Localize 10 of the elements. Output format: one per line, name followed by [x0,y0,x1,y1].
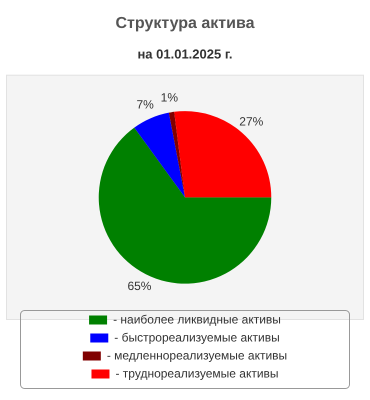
chart-title: Структура актива [116,15,255,32]
legend-label: - наиболее ликвидные активы [113,312,281,326]
legend-label: - быстрореализуемые активы [114,330,280,344]
data-label: 7% [136,98,154,112]
chart-subtitle: на 01.01.2025 г. [137,46,233,62]
data-label: 1% [160,90,178,105]
data-label: 27% [239,114,264,128]
legend-label: - медленнореализуемые активы [106,348,288,362]
legend-label: - труднореализуемые активы [115,366,279,380]
data-label: 65% [127,279,152,294]
